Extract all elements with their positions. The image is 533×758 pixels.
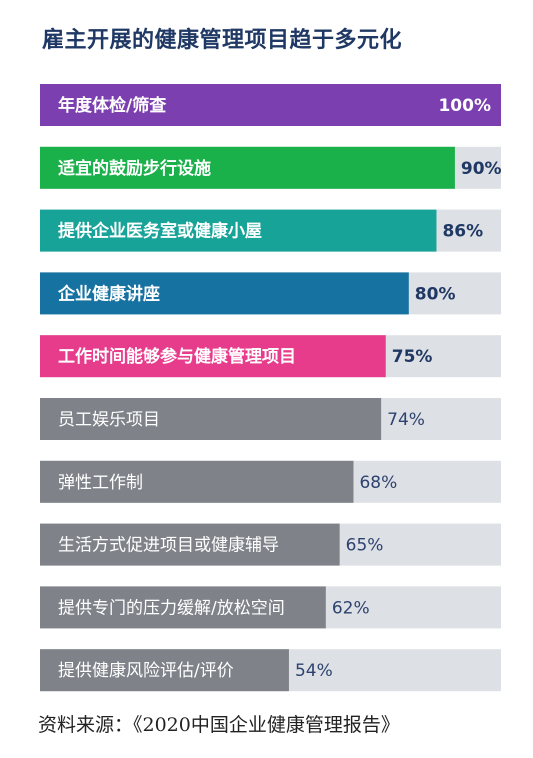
- value-label: 86%: [442, 222, 483, 242]
- bar-row: 年度体检/筛查 100%: [40, 84, 501, 126]
- value-label: 54%: [295, 661, 333, 681]
- category-label: 年度体检/筛查: [58, 95, 167, 116]
- bar: [40, 272, 409, 315]
- value-label: 100%: [438, 96, 491, 116]
- bar: [40, 523, 340, 566]
- bar: [40, 84, 501, 126]
- bar-row: 生活方式促进项目或健康辅导 65%: [40, 523, 501, 566]
- category-label: 企业健康讲座: [57, 283, 160, 304]
- value-label: 74%: [387, 410, 425, 430]
- bar-row: 适宜的鼓励步行设施 90%: [40, 146, 502, 189]
- bar-row: 企业健康讲座 80%: [40, 272, 501, 315]
- bar: [40, 209, 437, 252]
- category-label: 适宜的鼓励步行设施: [58, 158, 211, 179]
- bar-row: 工作时间能够参与健康管理项目 75%: [40, 335, 501, 378]
- bar-row: 员工娱乐项目 74%: [40, 398, 501, 440]
- value-label: 68%: [359, 473, 397, 493]
- bar: [40, 460, 354, 503]
- chart-title: 雇主开展的健康管理项目趋于多元化: [42, 28, 403, 53]
- value-label: 75%: [392, 347, 433, 367]
- bar: [40, 398, 382, 440]
- category-label: 工作时间能够参与健康管理项目: [58, 346, 296, 367]
- bar-row: 弹性工作制 68%: [40, 460, 501, 503]
- value-label: 62%: [332, 598, 370, 618]
- bar: [40, 335, 386, 378]
- source-note: 资料来源：《2020中国企业健康管理报告》: [38, 714, 400, 736]
- category-label: 提供企业医务室或健康小屋: [58, 221, 262, 242]
- value-label: 90%: [461, 159, 502, 179]
- category-label: 生活方式促进项目或健康辅导: [58, 536, 279, 556]
- value-label: 65%: [346, 536, 384, 556]
- bar: [40, 586, 326, 629]
- category-label: 弹性工作制: [58, 473, 143, 493]
- bar: [40, 146, 455, 189]
- category-label: 提供专门的压力缓解/放松空间: [58, 598, 285, 618]
- bar-row: 提供企业医务室或健康小屋 86%: [40, 209, 501, 252]
- bar: [40, 649, 289, 692]
- bar-row: 提供专门的压力缓解/放松空间 62%: [40, 586, 501, 629]
- value-label: 80%: [415, 284, 456, 304]
- category-label: 提供健康风险评估/评价: [58, 661, 234, 681]
- category-label: 员工娱乐项目: [58, 410, 160, 430]
- bar-row: 提供健康风险评估/评价 54%: [40, 649, 501, 692]
